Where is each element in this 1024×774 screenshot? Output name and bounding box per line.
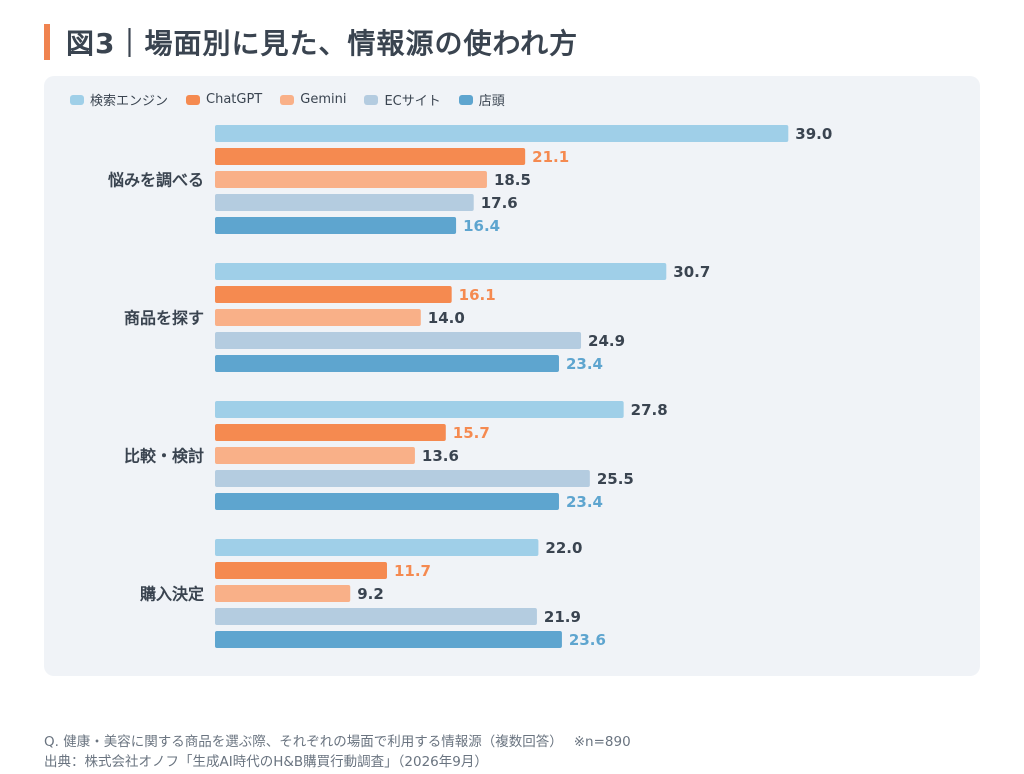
chart-title: 図3｜場面別に見た、情報源の使われ方 [66,27,579,60]
data-label-0-2: 18.5 [494,171,531,189]
data-label-3-4: 23.6 [569,631,606,649]
bar-2-2 [215,447,415,464]
bar-1-2 [215,309,421,326]
data-label-3-2: 9.2 [357,585,384,603]
bar-1-3 [215,332,582,349]
legend-swatch-4 [458,94,473,105]
bar-0-3 [215,194,474,211]
legend-label-3: ECサイト [384,94,441,109]
legend-swatch-1 [186,94,201,105]
bar-0-2 [215,171,487,188]
data-label-2-3: 25.5 [597,470,634,488]
bar-2-3 [215,470,590,487]
data-label-3-0: 22.0 [545,539,582,557]
bar-2-0 [215,401,624,418]
bar-3-2 [215,585,351,602]
footnote-question: Q. 健康・美容に関する商品を選ぶ際、それぞれの場面で利用する情報源（複数回答）… [44,734,631,750]
legend-label-2: Gemini [300,92,347,107]
bar-3-4 [215,631,562,648]
bar-0-0 [215,125,789,142]
data-label-2-4: 23.4 [566,493,603,511]
title-wrap: 図3｜場面別に見た、情報源の使われ方 [44,22,578,62]
category-label-0: 悩みを調べる [108,171,204,190]
data-label-2-1: 15.7 [453,424,490,442]
legend-item-1: ChatGPT [186,92,262,107]
chart-panel [44,76,980,676]
data-label-0-3: 17.6 [481,194,518,212]
legend-item-2: Gemini [280,92,346,107]
legend-swatch-2 [280,94,295,105]
bar-3-3 [215,608,537,625]
data-label-2-2: 13.6 [422,447,459,465]
bar-2-1 [215,424,446,441]
bar-1-4 [215,355,559,372]
legend-label-0: 検索エンジン [90,94,169,109]
data-label-0-4: 16.4 [463,217,500,235]
bar-0-4 [215,217,457,234]
category-label-2: 比較・検討 [124,447,204,466]
legend-swatch-3 [364,94,379,105]
legend-label-4: 店頭 [478,94,505,109]
bar-1-0 [215,263,667,280]
legend-swatch-0 [70,94,84,105]
data-label-1-0: 30.7 [673,263,710,281]
bar-0-1 [215,148,526,165]
data-label-3-3: 21.9 [544,608,581,626]
bar-3-0 [215,539,539,556]
data-label-1-3: 24.9 [588,332,625,350]
data-label-3-1: 11.7 [394,562,431,580]
data-label-1-1: 16.1 [459,286,496,304]
footnote-source: 出典：株式会社オノフ「生成AI時代のH&B購買行動調査」（2026年9月） [44,754,488,770]
legend-item-3: ECサイト [364,90,441,109]
bar-2-4 [215,493,559,510]
data-label-1-2: 14.0 [428,309,465,327]
legend-item-4: 店頭 [458,90,505,109]
bar-3-1 [215,562,387,579]
data-label-0-1: 21.1 [532,148,569,166]
data-label-1-4: 23.4 [566,355,603,373]
bar-1-1 [215,286,452,303]
legend: 検索エンジン ChatGPT Gemini ECサイト 店頭 [70,90,523,109]
legend-item-0: 検索エンジン [70,90,168,109]
title-accent-bar [44,24,50,60]
data-label-2-0: 27.8 [631,401,668,419]
category-label-1: 商品を探す [124,309,204,328]
data-label-0-0: 39.0 [795,125,832,143]
legend-label-1: ChatGPT [206,92,263,107]
category-label-3: 購入決定 [139,585,204,604]
